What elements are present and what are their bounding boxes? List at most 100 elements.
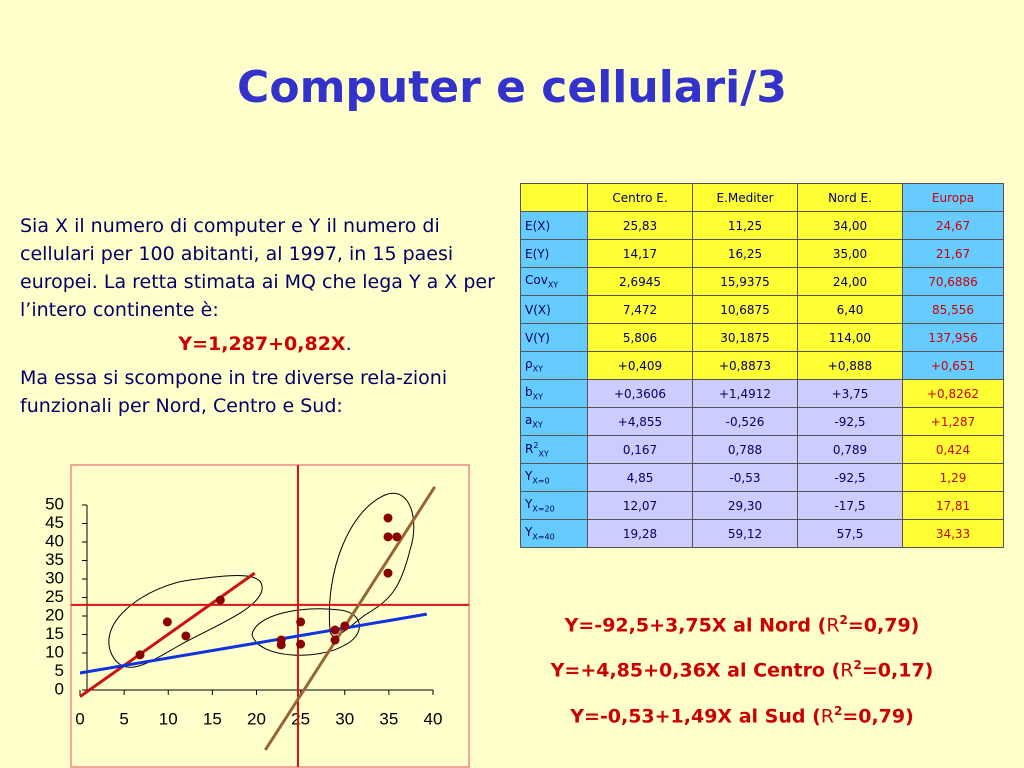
table-row: YX=40 19,28 59,12 57,5 34,33: [520, 519, 1004, 548]
table-row: YX=0 4,85 -0,53 -92,5 1,29: [520, 463, 1004, 492]
table-row: V(Y) 5,806 30,1875 114,00 137,956: [520, 323, 1004, 352]
table-cell: 0,167: [587, 435, 693, 464]
label-main: E(Y): [525, 246, 550, 261]
table-cell: +1,287: [902, 407, 1004, 436]
table-cell: 1,29: [902, 463, 1004, 492]
table-cell: +3,75: [797, 379, 903, 408]
fit-sup: 2: [833, 703, 843, 718]
row-label: CovXY: [520, 267, 588, 296]
data-point: [135, 650, 145, 660]
table-row: bXY +0,3606 +1,4912 +3,75 +0,8262: [520, 379, 1004, 408]
label-main: Cov: [525, 273, 548, 288]
label-main: R: [525, 441, 534, 456]
x-tick-label: 10: [159, 709, 178, 728]
fit-equation: Y=-92,5+3,75X al Nord (R2=0,79): [490, 600, 994, 645]
table-cell: 34,33: [902, 519, 1004, 548]
row-label: aXY: [520, 407, 588, 436]
data-point: [383, 568, 393, 578]
fit-sup: 2: [839, 613, 848, 627]
row-label: E(X): [520, 211, 588, 240]
fit-suffix: =0,79): [847, 614, 920, 637]
data-point: [181, 631, 191, 641]
data-point: [340, 621, 350, 631]
header-row: Centro E. E.Mediter Nord E. Europa: [520, 183, 1004, 212]
y-tick-label: 10: [45, 642, 64, 661]
table-cell: 14,17: [587, 239, 693, 268]
x-tick-label: 25: [291, 709, 310, 728]
table-cell: +0,3606: [587, 379, 693, 408]
label-sub: XY: [532, 392, 543, 402]
equation-line: Y=1,287+0,82X.: [20, 330, 510, 358]
group-ellipse: [328, 492, 415, 637]
fit-r: R: [840, 659, 854, 682]
table-cell: 19,28: [587, 519, 693, 548]
group-ellipse: [108, 575, 263, 668]
table-cell: +0,8262: [902, 379, 1004, 408]
row-label: R2XY: [520, 435, 588, 464]
x-tick-label: 15: [203, 709, 222, 728]
table-cell: 57,5: [797, 519, 903, 548]
label-main: a: [525, 413, 533, 428]
data-point: [296, 617, 306, 627]
slide-title: Computer e cellulari/3: [237, 62, 787, 113]
table-cell: 85,556: [902, 295, 1004, 324]
stats-table: Centro E. E.Mediter Nord E. Europa E(X) 25,83…: [520, 183, 1004, 548]
table-cell: 7,472: [587, 295, 693, 324]
equation: Y=1,287+0,82X: [178, 333, 346, 355]
fit-prefix: Y=-0,53+1,49X al Sud (: [570, 704, 821, 727]
table-cell: 17,81: [902, 491, 1004, 520]
table-cell: +1,4912: [692, 379, 798, 408]
y-tick-label: 35: [45, 550, 64, 569]
table-cell: +0,409: [587, 351, 693, 380]
data-point: [330, 635, 340, 645]
x-tick-label: 40: [424, 709, 443, 728]
label-main: ρ: [525, 357, 533, 372]
fit-suffix: =0,17): [861, 659, 934, 682]
label-sub: XY: [532, 364, 543, 374]
table-cell: 34,00: [797, 211, 903, 240]
table-cell: 29,30: [692, 491, 798, 520]
table-cell: -92,5: [797, 407, 903, 436]
fit-sup: 2: [853, 658, 862, 673]
text-block: Sia X il numero di computer e Y il numer…: [20, 212, 510, 426]
label-main: V(X): [525, 302, 551, 317]
corner-cell: [520, 183, 588, 212]
label-sup: 2: [533, 440, 539, 450]
table-cell: 12,07: [587, 491, 693, 520]
label-sub: X=40: [532, 532, 555, 542]
table-cell: 70,6886: [902, 267, 1004, 296]
label-main: b: [525, 385, 533, 400]
data-point: [392, 532, 402, 542]
y-tick-label: 15: [45, 624, 64, 643]
y-tick-label: 0: [55, 679, 64, 698]
table-row: YX=20 12,07 29,30 -17,5 17,81: [520, 491, 1004, 520]
y-tick-label: 25: [45, 587, 64, 606]
header-cell: E.Mediter: [692, 183, 798, 212]
label-sub: X=0: [532, 476, 550, 486]
label-sub: X=20: [532, 504, 555, 514]
row-label: bXY: [520, 379, 588, 408]
equation-end: .: [345, 333, 352, 355]
table-cell: -0,53: [692, 463, 798, 492]
table-cell: 24,00: [797, 267, 903, 296]
table-cell: 15,9375: [692, 267, 798, 296]
y-tick-label: 50: [45, 494, 64, 513]
y-tick-label: 40: [45, 531, 64, 550]
data-point: [296, 639, 306, 649]
fit-equation: Y=+4,85+0,36X al Centro (R2=0,17): [490, 645, 994, 690]
table-row: R2XY 0,167 0,788 0,789 0,424: [520, 435, 1004, 464]
row-label: E(Y): [520, 239, 588, 268]
x-tick-label: 35: [379, 709, 398, 728]
data-point: [383, 532, 393, 542]
data-point: [162, 617, 172, 627]
y-tick-label: 30: [45, 568, 64, 587]
row-label: YX=0: [520, 463, 588, 492]
row-label: YX=20: [520, 491, 588, 520]
fit-r: R: [820, 704, 834, 727]
header-cell: Europa: [902, 183, 1004, 212]
fit-prefix: Y=-92,5+3,75X al Nord (: [564, 614, 827, 637]
table-cell: 24,67: [902, 211, 1004, 240]
table-cell: 0,789: [797, 435, 903, 464]
table-cell: 21,67: [902, 239, 1004, 268]
